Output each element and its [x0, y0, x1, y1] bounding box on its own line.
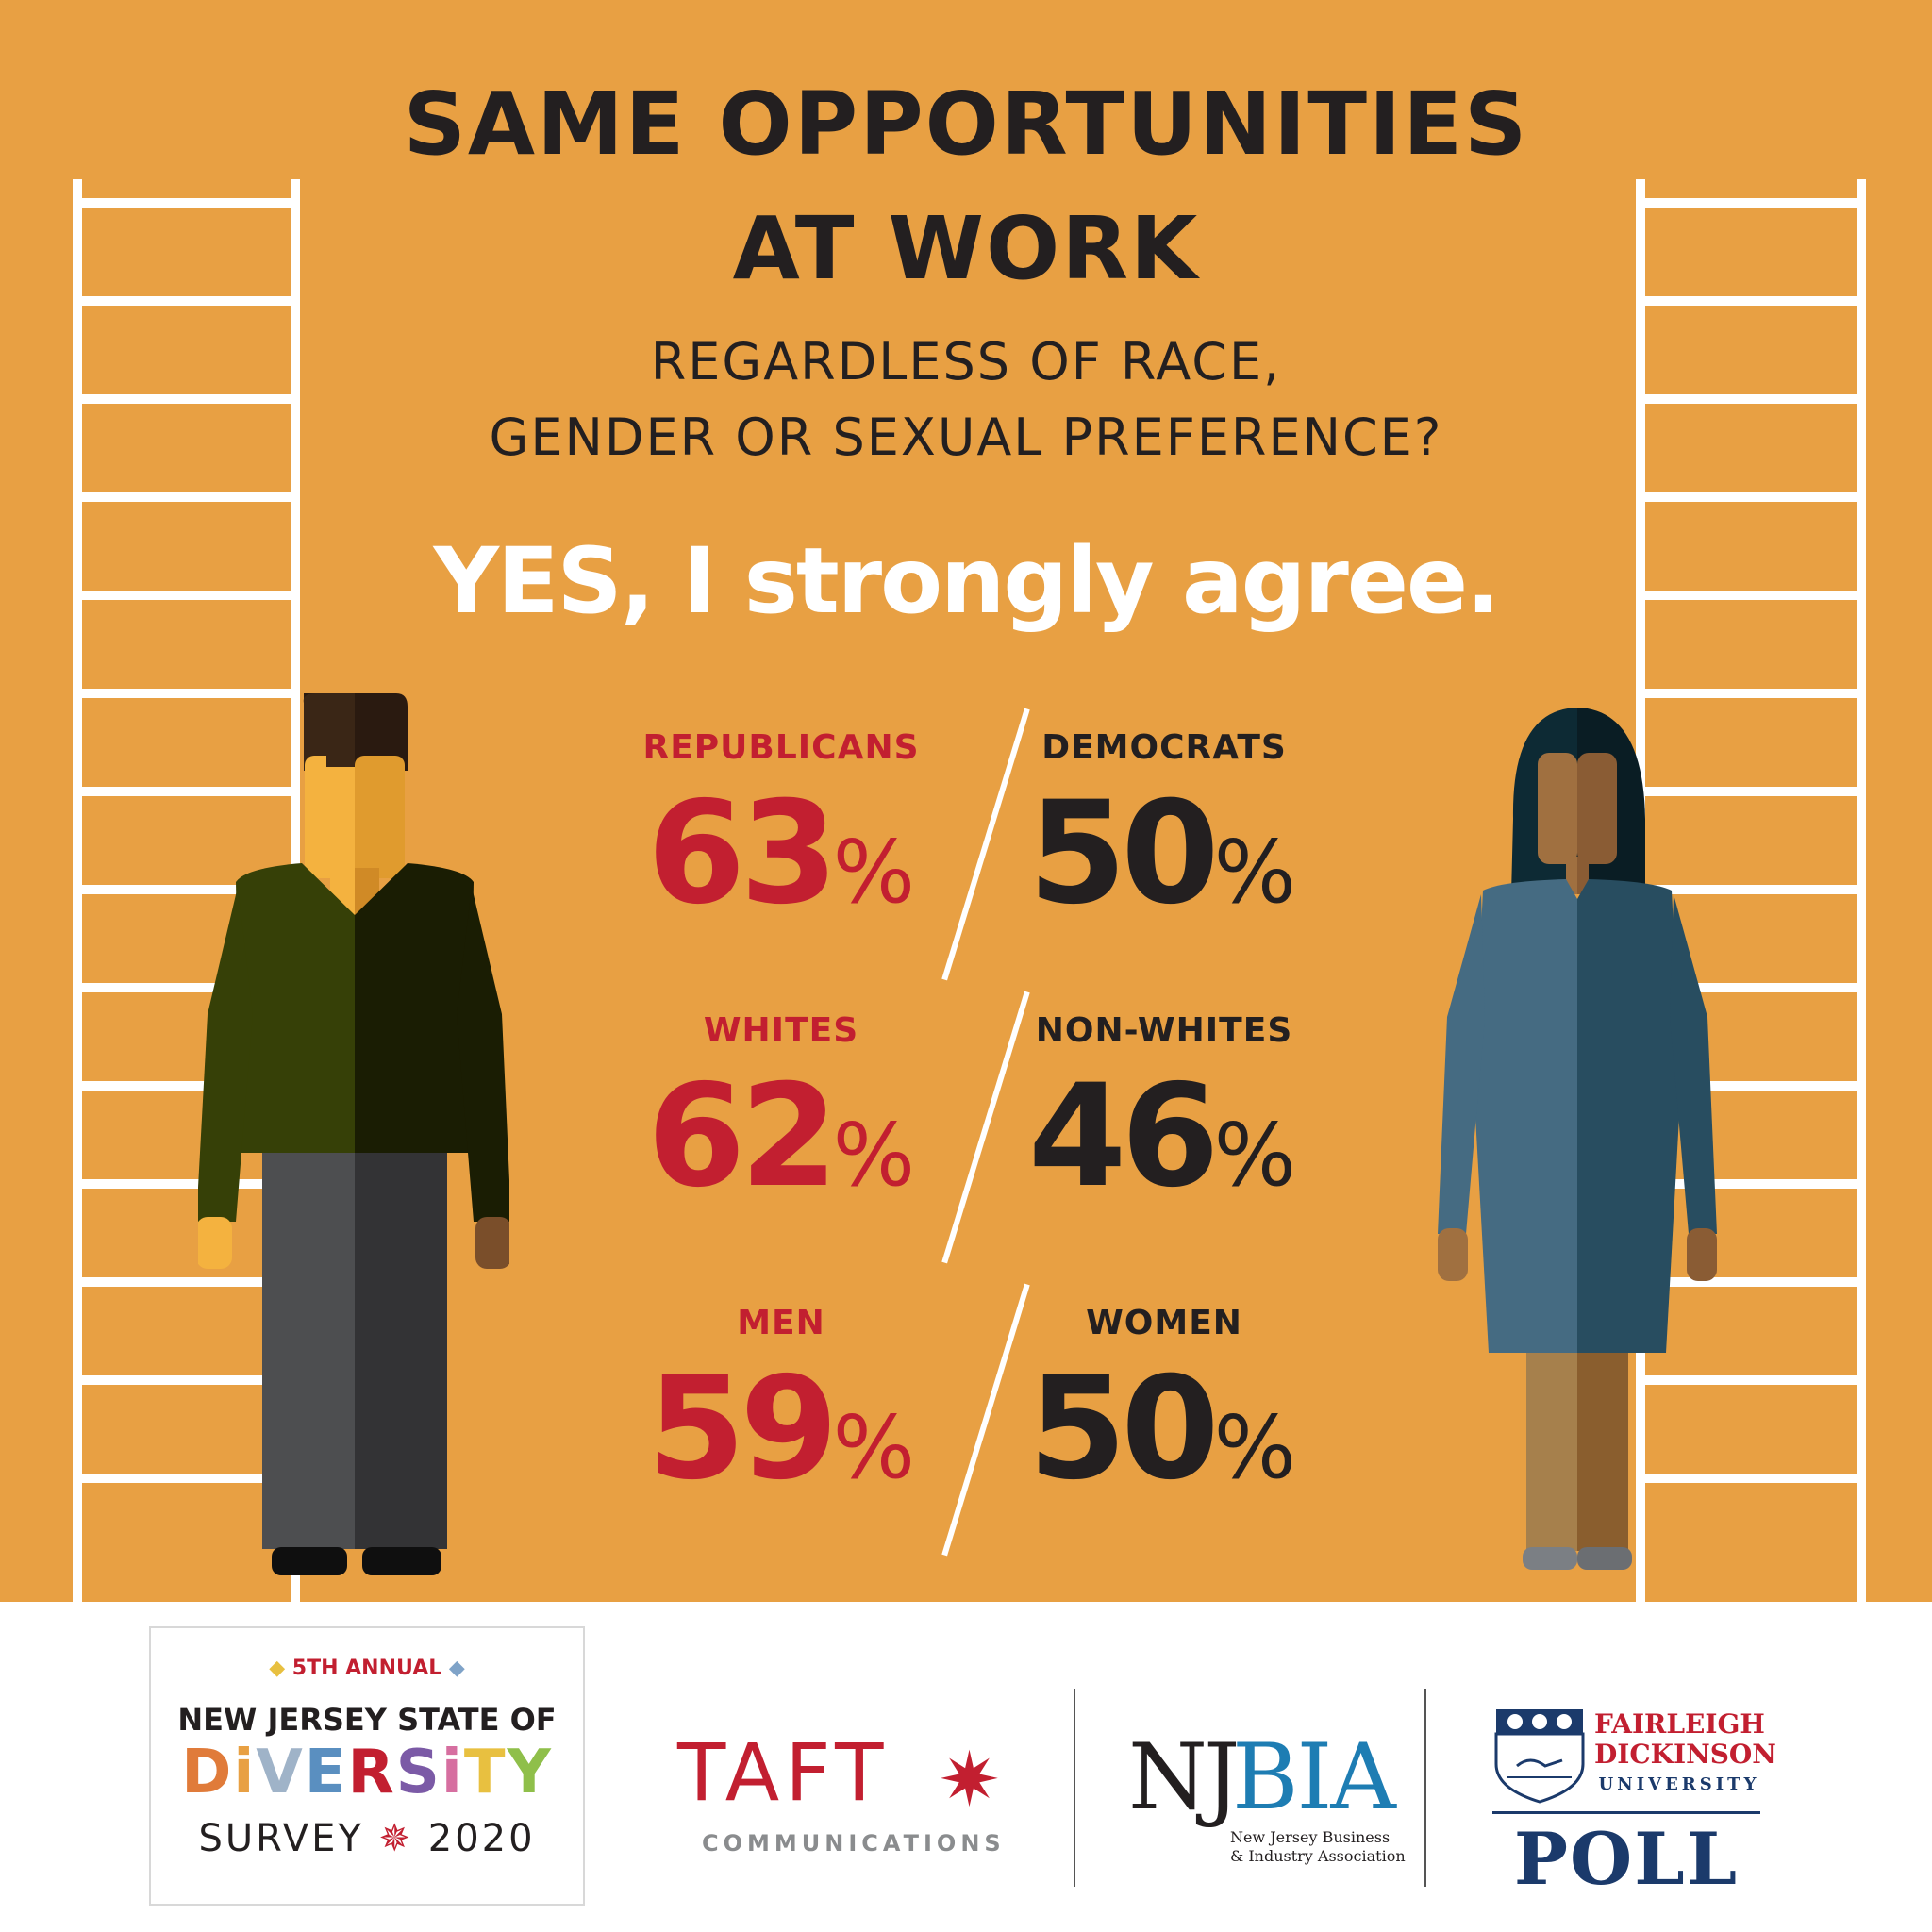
- title-line-2: AT WORK: [732, 198, 1200, 299]
- stat-label-non-whites: NON-WHITES: [1035, 1011, 1293, 1050]
- stat-label-democrats: DEMOCRATS: [1041, 728, 1287, 767]
- ladder-rung: [1636, 787, 1866, 796]
- ladder-rung: [73, 198, 300, 208]
- headline: YES, I strongly agree.: [433, 528, 1500, 634]
- diversity-letter: E: [304, 1738, 348, 1807]
- ladder-rung: [1636, 1277, 1866, 1287]
- stat-label-women: WOMEN: [1086, 1304, 1242, 1342]
- stat-number: 50: [1027, 1347, 1220, 1511]
- stat-value-whites: 62%: [611, 1055, 951, 1219]
- diversity-letter: R: [347, 1738, 396, 1807]
- survey-logo-line1: NEW JERSEY STATE OF: [177, 1702, 557, 1738]
- subtitle-line-1: REGARDLESS OF RACE,: [650, 332, 1282, 391]
- percent-sign: %: [832, 1397, 916, 1498]
- ladder-rung: [1636, 492, 1866, 502]
- diversity-letter: i: [233, 1738, 257, 1807]
- star-icon: ✵: [378, 1817, 414, 1860]
- stat-value-men: 59%: [611, 1347, 951, 1511]
- fdu-poll-text: POLL: [1513, 1817, 1740, 1901]
- percent-sign: %: [832, 822, 916, 923]
- ladder-rung: [73, 1179, 300, 1189]
- survey-logo-line3: SURVEY ✵ 2020: [151, 1817, 583, 1860]
- stat-label-men: MEN: [737, 1304, 825, 1342]
- stat-label-whites: WHITES: [703, 1011, 859, 1050]
- ladder-rung: [73, 1081, 300, 1091]
- njbia-logo-nj: NJ: [1128, 1724, 1241, 1830]
- ladder-rung: [73, 1474, 300, 1483]
- diversity-letter: Y: [507, 1738, 553, 1807]
- taft-star-icon: ✷: [938, 1736, 1002, 1824]
- diversity-letter: T: [463, 1738, 508, 1807]
- stat-number: 59: [646, 1347, 839, 1511]
- taft-sub-text: COMMUNICATIONS: [702, 1830, 1006, 1857]
- stat-value-democrats: 50%: [992, 772, 1332, 936]
- fdu-line2: DICKINSON: [1594, 1739, 1776, 1770]
- diversity-letter: S: [395, 1738, 441, 1807]
- edition-text: 5TH ANNUAL: [291, 1657, 442, 1680]
- percent-sign: %: [1213, 1105, 1297, 1206]
- fdu-line3: UNIVERSITY: [1598, 1774, 1760, 1794]
- fdu-crest-icon: [1494, 1709, 1585, 1804]
- footer-divider: [1424, 1689, 1426, 1887]
- ladder-rung: [73, 394, 300, 404]
- survey-logo: ◆ 5TH ANNUAL ◆ NEW JERSEY STATE OF DiVER…: [149, 1626, 585, 1906]
- ladder-rung: [73, 591, 300, 600]
- edition-label: ◆ 5TH ANNUAL ◆: [269, 1657, 465, 1680]
- ladder-rung: [1636, 1474, 1866, 1483]
- fdu-name: FAIRLEIGH DICKINSON UNIVERSITY: [1594, 1708, 1776, 1800]
- ladder-rung: [73, 689, 300, 698]
- stat-value-republicans: 63%: [611, 772, 951, 936]
- ladder-rung: [1636, 198, 1866, 208]
- stat-number: 50: [1027, 772, 1220, 936]
- diversity-letter: D: [181, 1738, 234, 1807]
- ladder-rung: [1636, 1081, 1866, 1091]
- ladder-rung: [73, 492, 300, 502]
- stat-value-non-whites: 46%: [992, 1055, 1332, 1219]
- njbia-sub-text: New Jersey Business & Industry Associatio…: [1230, 1828, 1438, 1866]
- stat-label-republicans: REPUBLICANS: [642, 728, 920, 767]
- stat-number: 62: [646, 1055, 839, 1219]
- subtitle-line-2: GENDER OR SEXUAL PREFERENCE?: [489, 408, 1443, 467]
- njbia-logo-bia: BIA: [1232, 1724, 1396, 1830]
- man-figure: [198, 693, 509, 1575]
- diversity-letter: i: [441, 1738, 464, 1807]
- ladder-rung: [73, 787, 300, 796]
- survey-logo-diversity: DiVERSiTY: [151, 1738, 583, 1807]
- fdu-rule: [1492, 1811, 1760, 1814]
- percent-sign: %: [1213, 1397, 1297, 1498]
- stat-number: 46: [1027, 1055, 1220, 1219]
- ladder-rung: [73, 983, 300, 992]
- ladder-rung: [73, 1277, 300, 1287]
- title-line-1: SAME OPPORTUNITIES: [403, 74, 1529, 175]
- ladder-rung: [1636, 1179, 1866, 1189]
- woman-figure: [1438, 708, 1717, 1570]
- survey-word: SURVEY: [198, 1817, 364, 1860]
- taft-logo-text: TAFT: [677, 1726, 890, 1819]
- ladder-rung: [1636, 394, 1866, 404]
- njbia-sub-line2: & Industry Association: [1230, 1847, 1406, 1865]
- ladder-rung: [1636, 885, 1866, 894]
- ladder-rung: [1636, 983, 1866, 992]
- fdu-line1: FAIRLEIGH: [1594, 1708, 1765, 1740]
- ladder-rung: [1636, 591, 1866, 600]
- ladder-rung: [1636, 296, 1866, 306]
- footer-divider: [1074, 1689, 1075, 1887]
- njbia-sub-line1: New Jersey Business: [1230, 1828, 1391, 1846]
- ladder-rung: [73, 885, 300, 894]
- percent-sign: %: [1213, 822, 1297, 923]
- ladder-rung: [1636, 1375, 1866, 1385]
- ladder-rung: [1636, 689, 1866, 698]
- percent-sign: %: [832, 1105, 916, 1206]
- ladder-rung: [73, 296, 300, 306]
- survey-year: 2020: [427, 1817, 536, 1860]
- stat-value-women: 50%: [992, 1347, 1332, 1511]
- ladder-rung: [73, 1375, 300, 1385]
- diversity-letter: V: [256, 1738, 305, 1807]
- stat-number: 63: [646, 772, 839, 936]
